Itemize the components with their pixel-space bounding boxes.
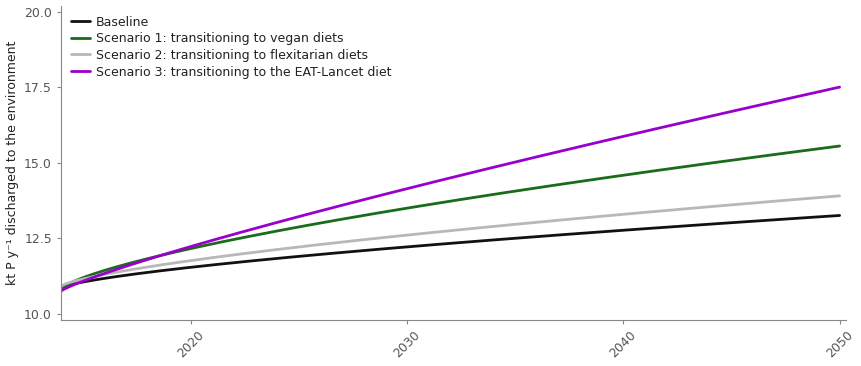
Line: Scenario 1: transitioning to vegan diets: Scenario 1: transitioning to vegan diets — [61, 146, 839, 290]
Baseline — [59, 284, 69, 289]
Scenario 3: transitioning to the EAT-Lancet diet: (2.04e+03, 15.1): transitioning to the EAT-Lancet diet: (2… — [518, 158, 529, 162]
Scenario 2: transitioning to flexitarian diets: (2.05e+03, 13.9): transitioning to flexitarian diets: (2.0… — [833, 194, 844, 198]
Baseline — [532, 234, 542, 239]
Legend: Baseline, Scenario 1: transitioning to vegan diets, Scenario 2: transitioning to: Baseline, Scenario 1: transitioning to v… — [66, 11, 396, 84]
Line: Scenario 3: transitioning to the EAT-Lancet diet: Scenario 3: transitioning to the EAT-Lan… — [61, 87, 839, 291]
Scenario 1: transitioning to vegan diets: (2.04e+03, 14.1): transitioning to vegan diets: (2.04e+03,… — [518, 187, 529, 192]
Scenario 2: transitioning to flexitarian diets: (2.01e+03, 11): transitioning to flexitarian diets: (2.0… — [59, 283, 69, 287]
Scenario 3: transitioning to the EAT-Lancet diet: (2.05e+03, 17.5): transitioning to the EAT-Lancet diet: (2… — [833, 85, 844, 89]
Scenario 2: transitioning to flexitarian diets: (2.04e+03, 13): transitioning to flexitarian diets: (2.0… — [518, 221, 529, 225]
Scenario 1: transitioning to vegan diets: (2.04e+03, 14.1): transitioning to vegan diets: (2.04e+03,… — [516, 188, 526, 192]
Baseline — [711, 221, 722, 226]
Scenario 3: transitioning to the EAT-Lancet diet: (2.04e+03, 15.2): transitioning to the EAT-Lancet diet: (2… — [532, 154, 542, 159]
Baseline — [56, 286, 66, 290]
Scenario 2: transitioning to flexitarian diets: (2.05e+03, 13.7): transitioning to flexitarian diets: (2.0… — [760, 200, 771, 204]
Scenario 1: transitioning to vegan diets: (2.05e+03, 15.6): transitioning to vegan diets: (2.05e+03,… — [833, 144, 844, 148]
Scenario 1: transitioning to vegan diets: (2.04e+03, 14.2): transitioning to vegan diets: (2.04e+03,… — [532, 186, 542, 190]
Scenario 3: transitioning to the EAT-Lancet diet: (2.01e+03, 10.8): transitioning to the EAT-Lancet diet: (2… — [59, 287, 69, 292]
Scenario 1: transitioning to vegan diets: (2.05e+03, 15.2): transitioning to vegan diets: (2.05e+03,… — [760, 153, 771, 158]
Scenario 1: transitioning to vegan diets: (2.04e+03, 15): transitioning to vegan diets: (2.04e+03,… — [711, 160, 722, 164]
Scenario 3: transitioning to the EAT-Lancet diet: (2.04e+03, 16.6): transitioning to the EAT-Lancet diet: (2… — [711, 112, 722, 117]
Scenario 2: transitioning to flexitarian diets: (2.01e+03, 10.9): transitioning to flexitarian diets: (2.0… — [56, 284, 66, 289]
Scenario 2: transitioning to flexitarian diets: (2.04e+03, 13.6): transitioning to flexitarian diets: (2.0… — [711, 204, 722, 208]
Scenario 3: transitioning to the EAT-Lancet diet: (2.04e+03, 15.1): transitioning to the EAT-Lancet diet: (2… — [516, 158, 526, 163]
Baseline — [760, 218, 771, 223]
Baseline — [518, 235, 529, 240]
Line: Scenario 2: transitioning to flexitarian diets: Scenario 2: transitioning to flexitarian… — [61, 196, 839, 287]
Baseline — [833, 213, 844, 218]
Scenario 2: transitioning to flexitarian diets: (2.04e+03, 13): transitioning to flexitarian diets: (2.0… — [532, 220, 542, 224]
Scenario 3: transitioning to the EAT-Lancet diet: (2.01e+03, 10.8): transitioning to the EAT-Lancet diet: (2… — [56, 289, 66, 293]
Scenario 1: transitioning to vegan diets: (2.01e+03, 10.8): transitioning to vegan diets: (2.01e+03,… — [56, 287, 66, 292]
Scenario 3: transitioning to the EAT-Lancet diet: (2.05e+03, 17): transitioning to the EAT-Lancet diet: (2… — [760, 101, 771, 106]
Scenario 1: transitioning to vegan diets: (2.01e+03, 10.9): transitioning to vegan diets: (2.01e+03,… — [59, 285, 69, 289]
Y-axis label: kt P y⁻¹ discharged to the environment: kt P y⁻¹ discharged to the environment — [5, 40, 19, 285]
Baseline — [516, 236, 526, 240]
Line: Baseline: Baseline — [61, 216, 839, 288]
Scenario 2: transitioning to flexitarian diets: (2.04e+03, 13): transitioning to flexitarian diets: (2.0… — [516, 221, 526, 226]
